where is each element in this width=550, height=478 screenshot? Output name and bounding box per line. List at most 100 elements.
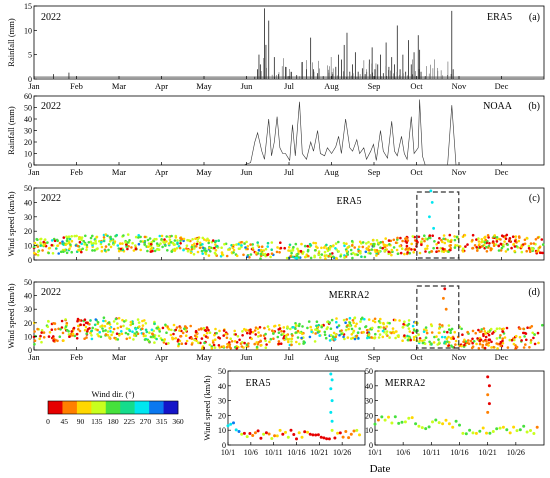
x-tick-label: Apr — [155, 81, 168, 91]
wind-point — [182, 237, 186, 241]
wind-point — [372, 244, 376, 248]
wind-point — [401, 339, 404, 343]
wind-point — [536, 331, 540, 335]
wind-point — [345, 249, 349, 253]
wind-point — [501, 337, 505, 341]
wind-point — [155, 337, 158, 341]
wind-point — [488, 431, 492, 435]
wind-point — [128, 336, 132, 340]
wind-point — [503, 240, 506, 243]
wind-point — [237, 242, 240, 246]
x-tick-label: Apr — [155, 352, 168, 362]
wind-point — [149, 242, 153, 246]
wind-point — [189, 251, 193, 255]
x-tick-label: Dec — [495, 167, 509, 177]
wind-point — [313, 340, 317, 343]
wind-point — [137, 321, 141, 324]
wind-point — [119, 247, 123, 251]
x-tick-label: Mar — [112, 352, 126, 362]
wind-point — [262, 432, 266, 436]
wind-point — [287, 340, 290, 344]
x-tick-label: Apr — [155, 167, 168, 177]
wind-point — [422, 328, 426, 332]
wind-point — [117, 247, 121, 250]
wind-point — [267, 328, 271, 331]
wind-point — [137, 234, 140, 237]
wind-point — [68, 237, 72, 241]
wind-point — [83, 328, 87, 332]
wind-point — [528, 346, 531, 349]
wind-point — [371, 326, 374, 330]
x-tick-label: Feb — [70, 352, 83, 362]
x-tick-label: 10/26 — [507, 448, 525, 457]
wind-point — [273, 325, 276, 328]
wind-point — [272, 332, 275, 335]
wind-point — [334, 335, 338, 339]
wind-point — [306, 430, 309, 434]
wind-point — [68, 335, 71, 339]
y-tick-label: 50 — [24, 278, 32, 287]
wind-point — [434, 418, 438, 422]
wind-point — [368, 249, 371, 252]
wind-point — [120, 332, 124, 336]
wind-point — [312, 241, 315, 245]
colorbar-swatch — [120, 401, 135, 414]
wind-point — [46, 325, 50, 329]
wind-point — [257, 331, 260, 334]
wind-point — [284, 335, 288, 339]
wind-point — [477, 328, 480, 332]
wind-point — [61, 242, 64, 246]
wind-point — [116, 244, 120, 247]
wind-point — [348, 321, 352, 325]
wind-point — [365, 328, 369, 332]
wind-point — [308, 242, 312, 246]
wind-point — [91, 249, 94, 252]
wind-point — [460, 327, 463, 331]
wind-point — [240, 244, 243, 247]
wind-point — [387, 239, 391, 242]
wind-point — [358, 327, 362, 330]
wind-point — [371, 319, 375, 323]
wind-point — [517, 239, 521, 243]
wind-point — [245, 240, 248, 244]
wind-point — [408, 330, 412, 333]
wind-point — [235, 254, 239, 258]
wind-point — [213, 333, 216, 337]
wind-point — [409, 338, 413, 342]
wind-point — [277, 331, 281, 335]
wind-point — [392, 238, 396, 242]
wind-point — [185, 244, 189, 247]
wind-point — [298, 331, 302, 335]
wind-point — [109, 330, 112, 333]
wind-point — [196, 237, 200, 241]
wind-point — [326, 249, 330, 253]
wind-point — [447, 344, 451, 347]
wind-point — [442, 234, 446, 237]
wind-point — [62, 339, 65, 342]
wind-point — [343, 337, 346, 341]
wind-point — [58, 241, 62, 245]
wind-point — [482, 340, 485, 343]
wind-point — [78, 329, 82, 333]
wind-point — [100, 249, 104, 253]
wind-point — [163, 338, 166, 341]
panel-label: (a) — [529, 12, 540, 23]
wind-point — [344, 430, 348, 433]
wind-point — [410, 248, 413, 251]
wind-point — [492, 345, 496, 349]
wind-point — [50, 328, 54, 332]
wind-point — [343, 256, 346, 259]
x-tick-label: May — [196, 81, 212, 91]
wind-point — [174, 336, 178, 340]
wind-point — [329, 327, 333, 331]
wind-point — [485, 250, 489, 253]
wind-point — [194, 237, 197, 240]
wind-point — [270, 252, 274, 255]
wind-point — [52, 339, 55, 342]
wind-point — [344, 321, 347, 325]
wind-point — [425, 331, 429, 335]
wind-point — [165, 240, 168, 243]
wind-point — [143, 338, 147, 341]
wind-point — [170, 328, 173, 332]
wind-point — [101, 324, 104, 328]
